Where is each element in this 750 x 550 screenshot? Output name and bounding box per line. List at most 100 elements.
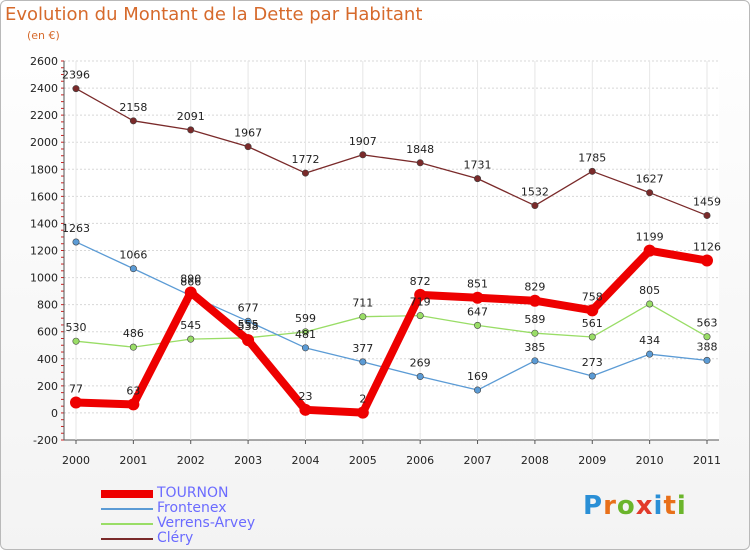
data-label: 1627 <box>636 173 664 186</box>
x-tick-label: 2009 <box>578 454 606 467</box>
y-tick-label: 1400 <box>30 217 58 230</box>
data-label: 273 <box>582 356 603 369</box>
data-point <box>474 386 482 394</box>
data-label: 2158 <box>119 101 147 114</box>
data-point <box>301 328 309 336</box>
data-point <box>299 403 312 416</box>
data-point <box>586 304 599 317</box>
y-tick-label: 1800 <box>30 163 58 176</box>
data-point <box>646 189 654 197</box>
data-point <box>127 398 140 411</box>
data-label: 647 <box>467 305 488 318</box>
proxiti-logo: Proxiti <box>583 491 687 521</box>
data-point <box>187 126 195 134</box>
y-tick-label: 800 <box>37 299 58 312</box>
data-label: 851 <box>467 278 488 291</box>
data-point <box>301 344 309 352</box>
x-tick-label: 2001 <box>119 454 147 467</box>
data-point <box>474 175 482 183</box>
data-label: 169 <box>467 370 488 383</box>
data-label: 481 <box>295 328 316 341</box>
x-tick-label: 2008 <box>521 454 549 467</box>
legend-swatch-verrens-arvey <box>101 522 153 525</box>
data-point <box>471 291 484 304</box>
y-tick-label: 600 <box>37 326 58 339</box>
data-point <box>72 85 80 93</box>
chart-unit: (en €) <box>27 29 60 42</box>
x-tick-label: 2000 <box>62 454 90 467</box>
y-tick-label: 2600 <box>30 55 58 68</box>
data-label: 269 <box>410 357 431 370</box>
data-point <box>72 337 80 345</box>
data-label: 1731 <box>464 159 492 172</box>
data-label: 530 <box>66 321 87 334</box>
data-point <box>588 333 596 341</box>
legend-item-clery: Cléry <box>101 531 255 546</box>
legend-item-verrens-arvey: Verrens-Arvey <box>101 516 255 531</box>
legend-label-clery: Cléry <box>157 530 194 546</box>
data-label: 866 <box>180 276 201 289</box>
y-tick-label: -200 <box>33 434 58 447</box>
y-tick-label: 1600 <box>30 190 58 203</box>
series-line-frontenex <box>75 241 708 391</box>
data-label: 538 <box>238 320 259 333</box>
data-point <box>416 373 424 381</box>
y-tick-label: 2400 <box>30 82 58 95</box>
x-tick-label: 2007 <box>464 454 492 467</box>
data-label: 589 <box>524 313 545 326</box>
logo-letter: x <box>635 491 654 521</box>
data-label: 1967 <box>234 127 262 140</box>
data-point <box>531 202 539 210</box>
data-label: 1772 <box>291 153 319 166</box>
data-point <box>531 329 539 337</box>
logo-letter: i <box>653 491 664 521</box>
data-point <box>359 358 367 366</box>
data-label: 563 <box>697 317 718 330</box>
data-label: 63 <box>126 384 140 397</box>
series-line-verrens-arvey <box>75 303 708 348</box>
logo-letter: r <box>603 491 617 521</box>
data-label: 1199 <box>636 231 664 244</box>
data-label: 561 <box>582 317 603 330</box>
data-point <box>416 159 424 167</box>
data-label: 719 <box>410 296 431 309</box>
data-point <box>242 334 255 347</box>
x-tick-label: 2010 <box>636 454 664 467</box>
series-line-tournon <box>72 246 711 417</box>
y-tick-label: 2000 <box>30 136 58 149</box>
data-point <box>646 350 654 358</box>
data-point <box>646 300 654 308</box>
y-tick-label: 1200 <box>30 245 58 258</box>
data-point <box>72 238 80 246</box>
y-tick-label: 400 <box>37 353 58 366</box>
data-label: 1263 <box>62 222 90 235</box>
y-tick-label: 1000 <box>30 272 58 285</box>
logo-letter: i <box>676 491 687 521</box>
logo-letter: t <box>663 491 677 521</box>
legend-swatch-frontenex <box>101 507 153 510</box>
data-point <box>474 321 482 329</box>
data-label: 434 <box>639 334 660 347</box>
x-tick-label: 2004 <box>291 454 319 467</box>
data-label: 1066 <box>119 249 147 262</box>
y-tick-label: 2200 <box>30 109 58 122</box>
data-point <box>187 335 195 343</box>
data-point <box>359 313 367 321</box>
legend-label-verrens-arvey: Verrens-Arvey <box>157 515 256 531</box>
data-label: 805 <box>639 284 660 297</box>
x-tick-label: 2002 <box>177 454 205 467</box>
legend-item-tournon: TOURNON <box>101 486 255 501</box>
data-point <box>703 356 711 364</box>
data-point <box>359 151 367 159</box>
data-label: 677 <box>238 301 259 314</box>
data-point <box>703 211 711 219</box>
x-tick-label: 2011 <box>693 454 721 467</box>
data-label: 1907 <box>349 135 377 148</box>
chart-title: Evolution du Montant de la Dette par Hab… <box>5 4 423 25</box>
data-label: 1532 <box>521 186 549 199</box>
data-label: 872 <box>410 275 431 288</box>
data-point <box>356 406 369 419</box>
legend-label-tournon: TOURNON <box>157 485 229 501</box>
data-label: 486 <box>123 327 144 340</box>
x-tick-label: 2005 <box>349 454 377 467</box>
